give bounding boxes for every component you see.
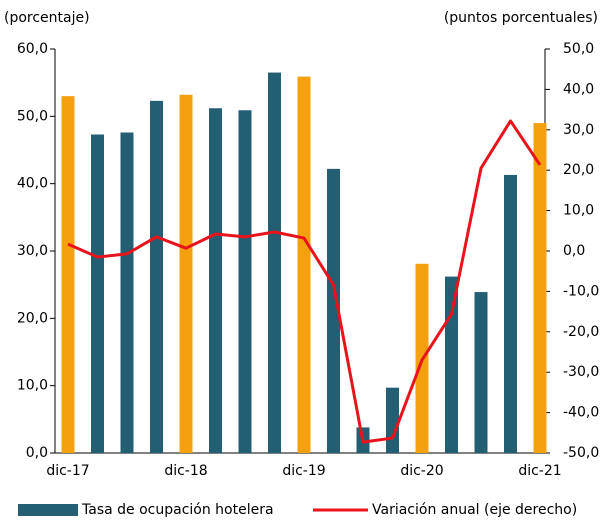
x-tick-label: dic-17	[46, 463, 89, 479]
y2-tick-label: -20,0	[563, 324, 599, 340]
y2-tick-label: 0,0	[563, 243, 585, 259]
y2-tick-label: -40,0	[563, 405, 599, 421]
bar	[238, 110, 252, 454]
x-tick-label: dic-21	[518, 463, 561, 479]
legend-label: Tasa de ocupación hotelera	[81, 502, 274, 518]
bar	[445, 276, 458, 453]
bar	[150, 100, 163, 453]
bar	[504, 174, 517, 453]
y-tick-label: 60,0	[17, 41, 48, 57]
bar	[209, 108, 222, 454]
bar	[297, 76, 311, 454]
y-tick-label: 50,0	[17, 108, 48, 124]
y-tick-label: 40,0	[17, 176, 48, 192]
bar	[268, 72, 281, 454]
y2-tick-label: 50,0	[563, 41, 594, 57]
y2-tick-label: -50,0	[563, 445, 599, 461]
bar	[327, 168, 340, 453]
y-tick-label: 0,0	[26, 445, 48, 461]
x-tick-label: dic-18	[164, 463, 207, 479]
y-tick-label: 10,0	[17, 378, 48, 394]
legend-swatch	[18, 504, 78, 516]
x-tick-label: dic-20	[400, 463, 443, 479]
x-tick-label: dic-19	[282, 463, 325, 479]
y2-tick-label: 10,0	[563, 203, 594, 219]
line	[67, 119, 542, 444]
y-tick-label: 20,0	[17, 310, 48, 326]
y-axis-label: (porcentaje)	[4, 10, 90, 26]
bar	[120, 132, 134, 453]
bar	[533, 123, 547, 454]
bar	[179, 94, 193, 453]
y-tick-label: 30,0	[17, 243, 48, 259]
y2-tick-label: -30,0	[563, 364, 599, 380]
y2-tick-label: 40,0	[563, 81, 594, 97]
bar	[61, 96, 75, 453]
y2-tick-label: 20,0	[563, 162, 594, 178]
y2-tick-label: -10,0	[563, 283, 599, 299]
legend-label: Variación anual (eje derecho)	[372, 502, 577, 518]
y2-axis-label: (puntos porcentuales)	[444, 10, 598, 26]
bar	[474, 292, 488, 453]
bar	[386, 387, 399, 453]
y2-tick-label: 30,0	[563, 122, 594, 138]
bar	[91, 134, 104, 453]
